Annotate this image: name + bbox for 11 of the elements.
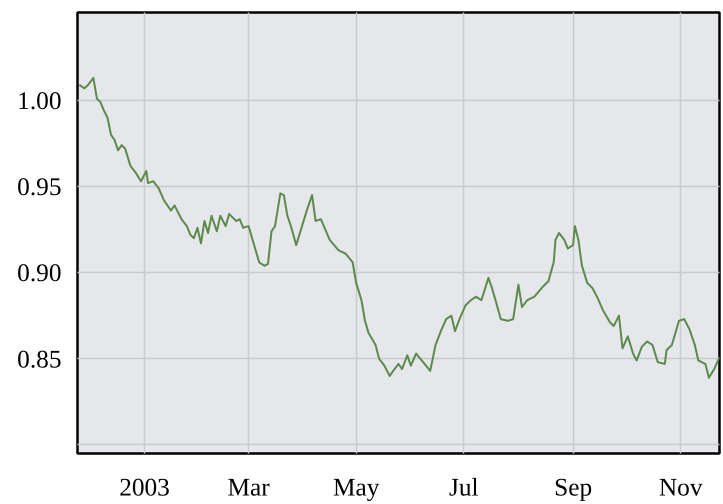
y-tick-label: 1.00 (17, 86, 62, 115)
x-tick-label: May (332, 474, 380, 502)
y-tick-label: 0.90 (17, 259, 62, 288)
y-tick-label: 0.95 (17, 172, 62, 201)
line-series (78, 76, 720, 379)
x-tick-label: Jul (448, 474, 479, 502)
x-tick-label: Nov (658, 474, 703, 502)
x-tick-label: Sep (554, 474, 592, 502)
x-tick-label: 2003 (119, 474, 170, 502)
x-tick-label: Mar (227, 474, 270, 502)
y-tick-label: 0.85 (17, 345, 62, 374)
